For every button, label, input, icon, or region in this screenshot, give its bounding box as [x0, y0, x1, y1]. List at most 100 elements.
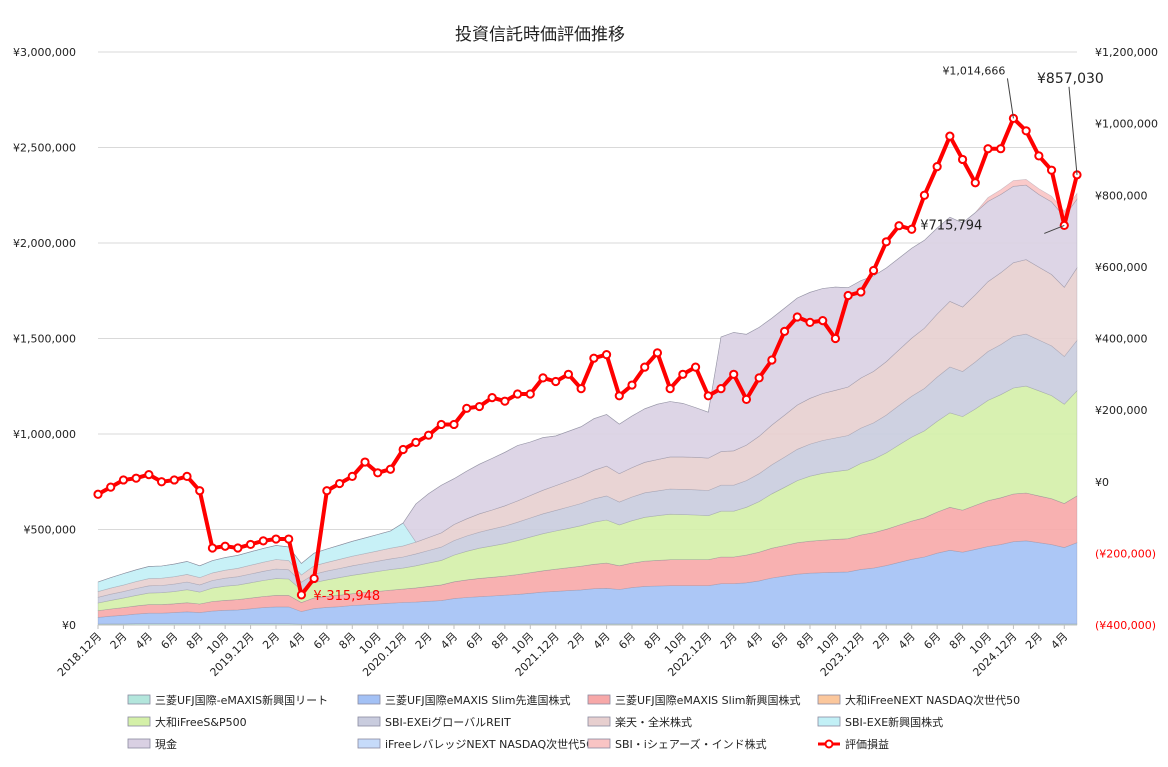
legend-label: 大和iFreeS&P500: [155, 715, 247, 729]
legend: 三菱UFJ国際-eMAXIS新興国リート 三菱UFJ国際eMAXIS Slim先進…: [127, 693, 1020, 751]
pl-point: [144, 469, 154, 480]
y-right-tick-label: ¥0: [1095, 476, 1109, 489]
annotation-leader: [1006, 78, 1014, 119]
pl-point: [284, 534, 294, 544]
pl-point: [500, 396, 510, 406]
pl-point: [754, 373, 764, 383]
pl-point: [398, 444, 408, 455]
pl-point: [601, 350, 612, 360]
y-right-tick-label: ¥400,000: [1095, 333, 1148, 346]
pl-point: [411, 437, 421, 447]
pl-point: [360, 457, 370, 467]
annotation-leader: [1044, 224, 1065, 234]
pl-point: [474, 401, 485, 412]
pl-point: [347, 471, 357, 481]
legend-swatch: [587, 738, 611, 749]
legend-label: 三菱UFJ国際eMAXIS Slim先進国株式: [385, 693, 570, 707]
pl-point: [296, 590, 307, 600]
legend-swatch: [127, 694, 151, 705]
y-right-tick-label: ¥200,000: [1095, 404, 1148, 417]
legend-swatch: [587, 694, 611, 705]
pl-point: [779, 326, 790, 336]
pl-point: [512, 389, 523, 399]
pl-point: [525, 389, 535, 399]
pl-point: [741, 394, 752, 404]
legend-swatch: [127, 716, 151, 727]
pl-point: [118, 475, 129, 485]
legend-label: SBI-EXE新興国株式: [845, 715, 943, 729]
pl-point: [271, 534, 281, 544]
y-left-tick-label: ¥2,000,000: [13, 237, 76, 250]
y-left-tick-label: ¥1,500,000: [13, 333, 76, 346]
pl-point: [894, 221, 904, 231]
y-right-tick-label: (¥400,000): [1095, 619, 1156, 632]
legend-swatch: [357, 738, 381, 749]
pl-point: [322, 486, 332, 496]
annotation-leader: [1068, 86, 1078, 175]
pl-point: [640, 362, 650, 372]
pl-point: [182, 471, 192, 481]
pl-point: [131, 473, 141, 483]
legend-label: 三菱UFJ国際eMAXIS Slim新興国株式: [615, 693, 800, 707]
pl-point: [220, 541, 230, 551]
pl-point: [551, 376, 561, 387]
legend-label: 三菱UFJ国際-eMAXIS新興国リート: [155, 693, 328, 707]
legend-label: 大和iFreeNEXT NASDAQ次世代50: [845, 693, 1020, 707]
pl-point: [1046, 165, 1057, 175]
pl-point: [156, 477, 167, 487]
pl-point: [93, 489, 103, 499]
y-left-tick-label: ¥2,500,000: [13, 142, 76, 155]
pl-point: [792, 312, 802, 322]
line-layer: [93, 113, 1082, 600]
legend-label: 楽天・全米株式: [615, 715, 692, 729]
legend-label: iFreeレバレッジNEXT NASDAQ次世代50: [385, 737, 593, 751]
y-right-tick-label: ¥1,200,000: [1095, 46, 1158, 59]
pl-point: [576, 384, 586, 394]
legend-swatch: [817, 694, 841, 705]
y-right-tick-label: ¥600,000: [1095, 261, 1148, 274]
pl-point: [1021, 126, 1031, 136]
legend-swatch: [817, 716, 841, 727]
pl-point: [106, 482, 116, 492]
pl-point: [258, 536, 268, 546]
pl-point: [233, 543, 243, 553]
data-label: ¥715,794: [920, 218, 982, 233]
pl-point: [970, 178, 980, 188]
pl-point: [996, 144, 1006, 154]
legend-label: 評価損益: [845, 737, 889, 751]
legend-swatch: [587, 716, 611, 727]
legend-swatch: [127, 738, 151, 749]
pl-point: [932, 162, 942, 172]
legend-label: 現金: [155, 737, 177, 751]
pl-point: [334, 478, 345, 489]
y-left-tick-label: ¥1,000,000: [13, 428, 76, 441]
pl-point: [678, 369, 688, 379]
pl-point: [856, 287, 866, 297]
pl-point: [487, 392, 497, 403]
y-right-tick-label: (¥200,000): [1095, 547, 1156, 560]
pl-point: [207, 543, 218, 553]
data-label: ¥1,014,666: [942, 64, 1005, 77]
pl-point: [665, 384, 675, 394]
pl-point: [195, 486, 205, 496]
pl-point: [538, 373, 548, 383]
area-series: [97, 179, 1078, 583]
pl-point: [652, 348, 663, 358]
pl-point: [436, 419, 446, 430]
legend-swatch: [357, 716, 381, 727]
pl-point: [716, 384, 726, 394]
pl-point: [843, 290, 853, 301]
pl-point: [983, 144, 993, 154]
chart-title: 投資信託時価評価推移: [455, 25, 625, 45]
pl-point: [830, 333, 841, 344]
pl-point: [690, 362, 701, 372]
pl-point: [589, 353, 599, 363]
pl-point: [1034, 151, 1044, 161]
pl-point: [462, 403, 472, 413]
legend-label: SBI・iシェアーズ・インド株式: [615, 737, 767, 751]
y-left-tick-label: ¥0: [62, 619, 76, 632]
pl-point: [614, 391, 624, 401]
pl-point: [818, 315, 828, 326]
legend-label: SBI-EXEiグローバルREIT: [385, 715, 511, 729]
